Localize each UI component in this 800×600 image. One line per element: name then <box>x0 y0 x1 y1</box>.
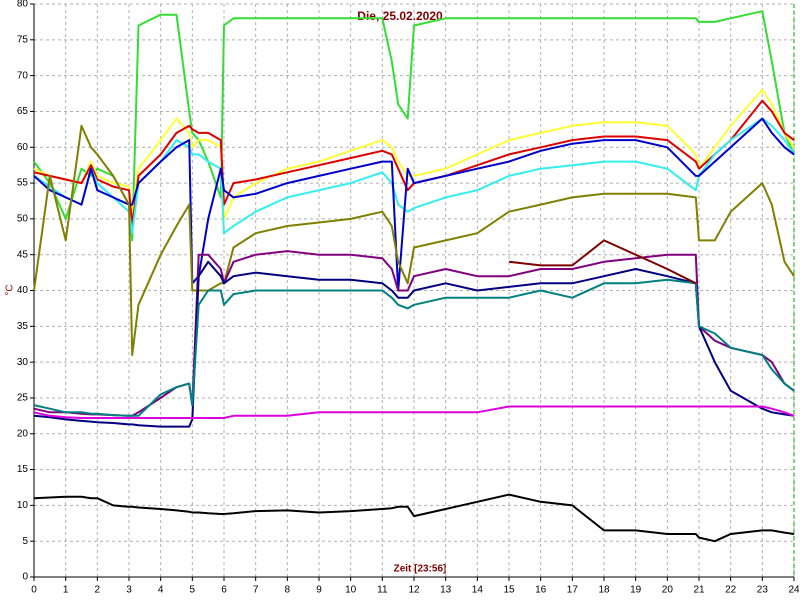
x-tick-label: 16 <box>535 585 547 596</box>
series-line <box>508 239 697 285</box>
x-tick-label: 3 <box>126 585 132 596</box>
x-tick-label: 18 <box>598 585 610 596</box>
y-tick-label: 70 <box>17 70 29 81</box>
chart-title: Die, 25.02.2020 <box>357 9 443 23</box>
y-axis-label: °C <box>5 284 16 295</box>
y-tick-label: 75 <box>17 34 29 45</box>
x-tick-label: 23 <box>757 585 769 596</box>
x-tick-label: 6 <box>221 585 227 596</box>
x-tick-label: 19 <box>630 585 642 596</box>
series-line <box>33 278 795 417</box>
x-tick-label: 1 <box>63 585 69 596</box>
y-tick-label: 50 <box>17 214 29 225</box>
x-tick-label: 20 <box>662 585 674 596</box>
series-line <box>33 124 795 356</box>
y-tick-label: 45 <box>17 249 29 260</box>
series-line <box>33 405 795 419</box>
x-axis-label: Zeit [23:56] <box>394 564 447 575</box>
x-tick-label: 12 <box>408 585 420 596</box>
y-tick-label: 55 <box>17 178 29 189</box>
series-line <box>33 99 795 227</box>
x-tick-label: 7 <box>253 585 259 596</box>
y-tick-label: 30 <box>17 357 29 368</box>
x-tick-label: 17 <box>567 585 579 596</box>
y-tick-label: 10 <box>17 500 29 511</box>
x-tick-label: 22 <box>725 585 737 596</box>
y-tick-label: 40 <box>17 285 29 296</box>
series-line <box>33 493 795 543</box>
y-tick-label: 80 <box>17 0 29 10</box>
y-tick-label: 35 <box>17 321 29 332</box>
x-tick-label: 2 <box>95 585 101 596</box>
y-tick-label: 65 <box>17 106 29 117</box>
x-tick-label: 10 <box>345 585 357 596</box>
x-tick-label: 24 <box>788 585 800 596</box>
y-tick-label: 60 <box>17 142 29 153</box>
x-tick-label: 13 <box>440 585 452 596</box>
y-tick-label: 15 <box>17 464 29 475</box>
y-tick-label: 25 <box>17 393 29 404</box>
x-tick-label: 4 <box>158 585 164 596</box>
x-tick-label: 15 <box>503 585 515 596</box>
y-tick-label: 20 <box>17 428 29 439</box>
x-tick-label: 9 <box>316 585 322 596</box>
x-tick-label: 11 <box>377 585 388 596</box>
y-tick-label: 5 <box>22 536 28 547</box>
x-tick-label: 5 <box>190 585 196 596</box>
x-tick-label: 14 <box>472 585 484 596</box>
x-tick-label: 21 <box>693 585 705 596</box>
y-tick-label: 0 <box>22 572 28 583</box>
x-tick-label: 0 <box>31 585 37 596</box>
x-tick-label: 8 <box>285 585 291 596</box>
